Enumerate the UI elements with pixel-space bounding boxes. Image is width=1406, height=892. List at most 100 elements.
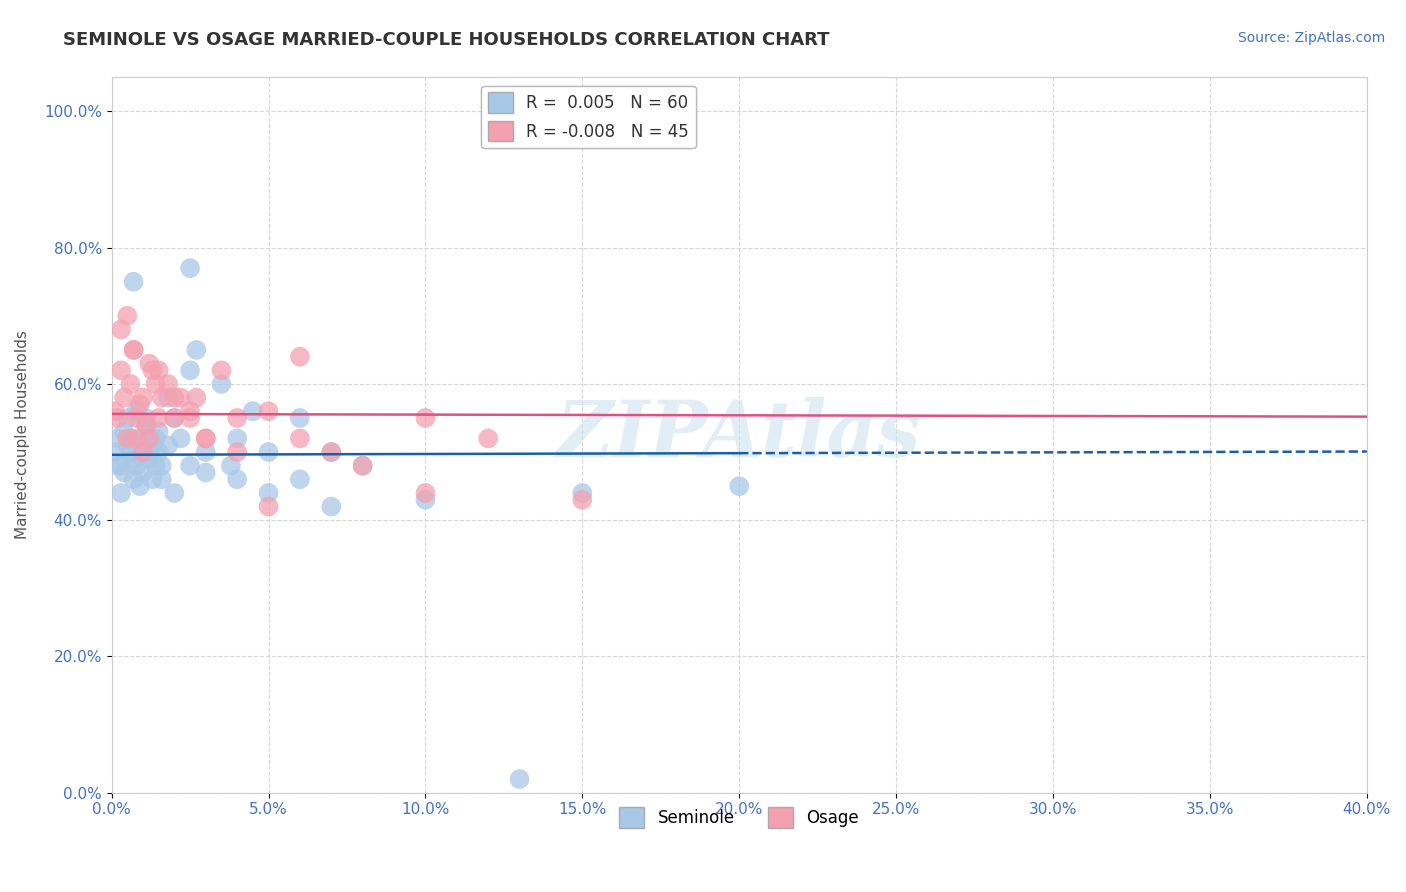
Point xyxy=(132,391,155,405)
Point xyxy=(150,458,173,473)
Point xyxy=(135,417,157,432)
Point xyxy=(148,425,170,439)
Point xyxy=(209,363,232,377)
Point xyxy=(179,404,201,418)
Point xyxy=(288,411,311,425)
Point xyxy=(104,404,127,418)
Point xyxy=(157,438,180,452)
Point xyxy=(104,445,127,459)
Point xyxy=(226,472,249,486)
Point xyxy=(125,432,148,446)
Point xyxy=(110,486,132,500)
Legend: Seminole, Osage: Seminole, Osage xyxy=(613,801,866,834)
Point xyxy=(122,451,145,466)
Point xyxy=(145,432,167,446)
Point xyxy=(157,391,180,405)
Point xyxy=(257,404,280,418)
Point xyxy=(226,432,249,446)
Point xyxy=(141,363,163,377)
Text: Source: ZipAtlas.com: Source: ZipAtlas.com xyxy=(1237,31,1385,45)
Point xyxy=(107,432,129,446)
Point xyxy=(242,404,264,418)
Point xyxy=(112,425,135,439)
Y-axis label: Married-couple Households: Married-couple Households xyxy=(15,331,30,540)
Point xyxy=(169,391,191,405)
Point xyxy=(112,391,135,405)
Point xyxy=(257,445,280,459)
Point xyxy=(157,376,180,391)
Point xyxy=(135,411,157,425)
Point xyxy=(186,343,208,357)
Point xyxy=(163,391,186,405)
Point xyxy=(117,438,139,452)
Point xyxy=(288,432,311,446)
Point xyxy=(141,472,163,486)
Point xyxy=(145,458,167,473)
Point xyxy=(150,391,173,405)
Point xyxy=(728,479,751,493)
Point xyxy=(571,486,593,500)
Point xyxy=(179,411,201,425)
Point xyxy=(128,397,150,411)
Point xyxy=(148,411,170,425)
Point xyxy=(509,772,531,786)
Point xyxy=(226,411,249,425)
Text: SEMINOLE VS OSAGE MARRIED-COUPLE HOUSEHOLDS CORRELATION CHART: SEMINOLE VS OSAGE MARRIED-COUPLE HOUSEHO… xyxy=(63,31,830,49)
Point xyxy=(122,472,145,486)
Point xyxy=(117,411,139,425)
Point xyxy=(120,432,142,446)
Point xyxy=(477,432,499,446)
Point xyxy=(125,411,148,425)
Point xyxy=(122,343,145,357)
Point xyxy=(571,492,593,507)
Point xyxy=(148,445,170,459)
Point xyxy=(132,466,155,480)
Point xyxy=(194,445,217,459)
Point xyxy=(145,376,167,391)
Point xyxy=(107,458,129,473)
Point xyxy=(163,411,186,425)
Point xyxy=(148,363,170,377)
Point xyxy=(138,357,160,371)
Point xyxy=(110,363,132,377)
Point xyxy=(128,479,150,493)
Point xyxy=(138,445,160,459)
Point xyxy=(117,309,139,323)
Point xyxy=(132,432,155,446)
Point xyxy=(138,445,160,459)
Point xyxy=(138,432,160,446)
Point xyxy=(138,451,160,466)
Point xyxy=(415,492,437,507)
Point xyxy=(112,466,135,480)
Point xyxy=(321,445,343,459)
Point xyxy=(125,458,148,473)
Point xyxy=(107,411,129,425)
Point xyxy=(209,376,232,391)
Point xyxy=(352,458,374,473)
Point xyxy=(257,500,280,514)
Point xyxy=(128,445,150,459)
Point xyxy=(122,275,145,289)
Point xyxy=(321,445,343,459)
Point xyxy=(194,432,217,446)
Point xyxy=(122,343,145,357)
Point xyxy=(288,350,311,364)
Point xyxy=(415,411,437,425)
Point xyxy=(169,432,191,446)
Point xyxy=(125,404,148,418)
Point xyxy=(132,445,155,459)
Point xyxy=(219,458,242,473)
Point xyxy=(194,466,217,480)
Point xyxy=(110,322,132,336)
Point xyxy=(141,438,163,452)
Point xyxy=(194,432,217,446)
Text: ZIPAtlas: ZIPAtlas xyxy=(557,397,921,474)
Point xyxy=(257,486,280,500)
Point xyxy=(179,363,201,377)
Point xyxy=(179,458,201,473)
Point xyxy=(135,417,157,432)
Point xyxy=(110,458,132,473)
Point xyxy=(288,472,311,486)
Point xyxy=(179,261,201,276)
Point xyxy=(352,458,374,473)
